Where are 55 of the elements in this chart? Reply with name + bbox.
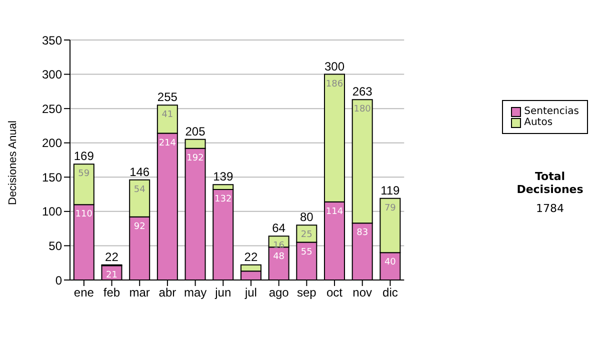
x-tick-label: feb (103, 286, 120, 300)
data-label: 114 (326, 206, 344, 217)
data-label: 186 (326, 79, 344, 90)
x-tick-label: jun (214, 286, 232, 300)
y-tick-label: 0 (55, 273, 62, 288)
data-label: 83 (356, 228, 368, 238)
y-axis-title: Decisiones Anual (6, 120, 19, 205)
x-tick-label: may (184, 286, 207, 300)
total-label: 263 (352, 84, 373, 99)
data-label: 59 (78, 169, 90, 180)
data-label: 55 (300, 247, 312, 258)
total-label: 205 (185, 124, 206, 138)
x-tick-label: abr (158, 286, 176, 300)
total-label: 146 (130, 164, 150, 179)
total-label: 139 (213, 170, 234, 184)
y-tick-label: 350 (42, 33, 62, 48)
data-label: 180 (354, 104, 372, 115)
y-tick-label: 250 (42, 102, 62, 116)
y-tick-label: 200 (42, 136, 62, 150)
total-label: 255 (157, 90, 178, 104)
data-label: 92 (134, 222, 146, 232)
data-label: 110 (75, 210, 93, 220)
y-tick-label: 150 (42, 170, 62, 184)
x-tick-label: ago (268, 286, 290, 300)
y-tick-label: 50 (48, 238, 62, 253)
x-tick-label: oct (326, 286, 344, 300)
data-label: 21 (106, 270, 118, 281)
data-label: 132 (214, 194, 232, 204)
legend-label: Autos (524, 117, 553, 128)
data-label: 25 (300, 230, 312, 240)
y-tick-label: 100 (42, 204, 62, 219)
data-label: 79 (384, 203, 396, 214)
x-tick-label: nov (352, 286, 372, 300)
data-label: 40 (384, 258, 396, 268)
legend-label: Sentencias (524, 106, 579, 117)
total-label: 80 (300, 210, 314, 224)
data-label: 41 (162, 110, 174, 120)
data-label: 54 (134, 184, 146, 195)
total-label: 64 (272, 221, 286, 236)
total-label: 119 (380, 183, 400, 198)
total-label: 300 (324, 59, 345, 74)
data-label: 192 (186, 153, 204, 164)
x-tick-label: ene (74, 286, 94, 300)
text: Total Decisiones (516, 170, 584, 196)
x-tick-label: jul (244, 286, 257, 300)
x-tick-label: mar (129, 286, 150, 300)
data-label: 214 (158, 138, 176, 148)
x-tick-label: dic (382, 286, 398, 300)
x-tick-label: sep (296, 286, 317, 300)
text: 1784 (535, 202, 565, 215)
total-label: 22 (105, 250, 119, 264)
y-tick-label: 300 (42, 68, 62, 82)
total-label: 169 (74, 149, 94, 164)
data-label: 48 (273, 252, 285, 262)
total-label: 22 (244, 250, 258, 264)
